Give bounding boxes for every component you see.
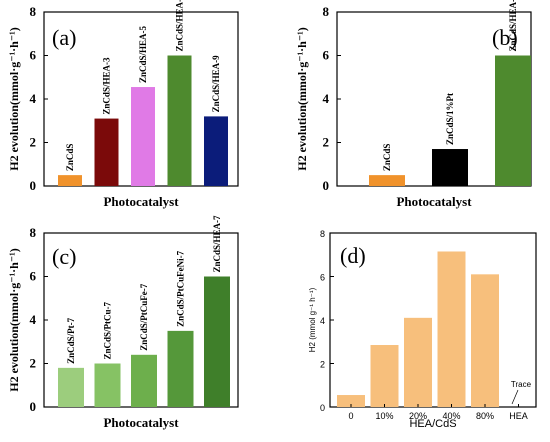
y-tick-label: 8 xyxy=(30,225,37,240)
y-tick-label: 0 xyxy=(320,403,325,413)
bar-category-label: ZnCdS/1%Pt xyxy=(445,93,455,145)
bar xyxy=(167,55,192,186)
bar-category-label: ZnCdS/PtCuFeNi-7 xyxy=(176,250,186,327)
bar-category-label: ZnCdS/HEA-7 xyxy=(212,215,222,273)
panel-label: (a) xyxy=(52,25,76,50)
y-tick-label: 6 xyxy=(323,48,330,63)
bar-category-label: ZnCdS xyxy=(65,144,75,172)
bar xyxy=(432,149,468,186)
y-tick-label: 8 xyxy=(30,4,37,19)
y-tick-label: 2 xyxy=(30,135,37,150)
bar-category-label: ZnCdS/HEA-7 xyxy=(508,0,518,52)
chart-panel-a: (a) 0 2 4 6 8 ZnCdS ZnCdS/HEA-3 ZnCdS/HEA-5 ZnC… xyxy=(7,0,239,209)
y-tick-label: 4 xyxy=(30,91,37,106)
panel-label: (c) xyxy=(52,244,76,269)
x-tick-label: 10% xyxy=(375,411,393,421)
chart-panel-b: (b) 0 2 4 6 8 ZnCdS ZnCdS/1%Pt ZnCdS/HEA-7 Pho… xyxy=(295,0,532,209)
bar xyxy=(131,354,157,407)
bar xyxy=(58,367,84,407)
bar xyxy=(204,276,230,407)
bar xyxy=(437,251,466,407)
panel-label: (b) xyxy=(492,25,518,50)
trace-pointer xyxy=(511,389,519,405)
bar xyxy=(204,116,228,186)
bar-category-label: ZnCdS/Pt-7 xyxy=(66,317,76,364)
bar-category-label: ZnCdS/HEA-9 xyxy=(211,55,221,113)
bar-category-label: ZnCdS/PtCu-7 xyxy=(103,301,113,359)
bar-category-label: ZnCdS xyxy=(382,144,392,172)
bar-category-label: ZnCdS/HEA-7 xyxy=(175,0,185,52)
bar-category-label: ZnCdS/PtCuFe-7 xyxy=(139,283,149,351)
y-axis-label: H2 evolution(mmol·g⁻¹·h⁻¹) xyxy=(7,248,21,392)
y-tick-label: 6 xyxy=(320,273,325,283)
x-tick-label: HEA xyxy=(509,411,528,421)
y-tick-label: 0 xyxy=(30,399,37,414)
panel-label: (d) xyxy=(340,243,366,268)
bar xyxy=(167,330,194,407)
x-tick-label: 20% xyxy=(409,411,427,421)
y-tick-label: 4 xyxy=(323,91,330,106)
y-tick-label: 8 xyxy=(323,4,330,19)
bar xyxy=(94,363,121,407)
y-tick-label: 2 xyxy=(30,356,37,371)
bar xyxy=(131,87,155,186)
y-tick-label: 6 xyxy=(30,48,37,63)
y-tick-label: 8 xyxy=(320,229,325,239)
trace-annotation: Trace xyxy=(511,380,532,389)
y-tick-label: 6 xyxy=(30,269,37,284)
y-tick-label: 4 xyxy=(30,312,37,327)
bar xyxy=(495,55,531,186)
x-tick-label: 80% xyxy=(476,411,494,421)
y-tick-label: 0 xyxy=(323,178,330,193)
bar xyxy=(94,118,119,186)
y-tick-label: 2 xyxy=(320,360,325,370)
y-axis-label: H2 evolution(mmol·g⁻¹·h⁻¹) xyxy=(7,27,21,171)
chart-panel-d: (d) 0 2 4 6 8 0 10% 20% 40% 80% HEA HEA/CdS H2 (m… xyxy=(308,229,537,430)
x-axis-label: Photocatalyst xyxy=(396,194,472,209)
x-tick-label: 40% xyxy=(442,411,460,421)
bar xyxy=(471,274,499,407)
y-tick-label: 4 xyxy=(320,316,325,326)
bar xyxy=(404,317,432,407)
bar xyxy=(58,175,82,186)
y-tick-label: 0 xyxy=(30,178,37,193)
x-axis-label: Photocatalyst xyxy=(103,415,179,430)
x-tick-label: 0 xyxy=(348,411,353,421)
bar-category-label: ZnCdS/HEA-5 xyxy=(138,26,148,84)
y-axis-label: H2 evolution(mmol·g⁻¹·h⁻¹) xyxy=(295,27,309,171)
x-axis-label: HEA/CdS xyxy=(409,418,456,430)
y-axis-label: H2 (mmol g⁻¹ h⁻¹) xyxy=(308,287,317,352)
chart-panel-c: (c) 0 2 4 6 8 ZnCdS/Pt-7 ZnCdS/PtCu-7 ZnCdS/Pt… xyxy=(7,215,239,430)
bar-category-label: ZnCdS/HEA-3 xyxy=(102,57,112,115)
x-axis-label: Photocatalyst xyxy=(103,194,179,209)
bar xyxy=(370,345,399,407)
bar xyxy=(369,175,405,186)
y-tick-label: 2 xyxy=(323,135,330,150)
bar xyxy=(337,395,365,407)
